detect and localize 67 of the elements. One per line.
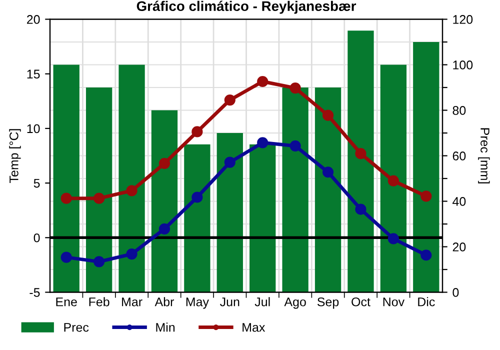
point (94, 192, 105, 204)
bar (184, 144, 210, 292)
y2-axis-title: Prec [mm] (478, 128, 490, 184)
y-tick-label: -5 (30, 288, 40, 297)
bar (86, 88, 112, 292)
y-tick-label: 10 (27, 124, 40, 134)
point (420, 190, 432, 202)
x-tick-label: Jun (220, 298, 240, 306)
y2-tick-label: 80 (452, 106, 466, 115)
x-tick-label: Sep (317, 297, 339, 309)
x-tick-label: Nov (383, 298, 405, 306)
x-tick-label: Oct (352, 297, 370, 306)
y-tick-label: 20 (27, 15, 40, 24)
point (94, 256, 105, 268)
point (388, 233, 399, 244)
point (60, 192, 72, 204)
y2-tick-label: 60 (452, 152, 466, 160)
point (192, 126, 203, 138)
bar (53, 64, 80, 292)
bar (282, 88, 308, 292)
bar (118, 64, 145, 292)
point (420, 250, 432, 261)
x-tick-label: Dic (418, 297, 435, 306)
point (290, 82, 301, 94)
y2-tick-label: 100 (453, 60, 473, 70)
bar (380, 64, 407, 292)
x-tick-label: Mar (122, 298, 142, 306)
y2-tick-label: 40 (452, 197, 466, 206)
point (60, 252, 72, 263)
bar (348, 30, 374, 292)
point (158, 223, 170, 234)
point (224, 94, 236, 106)
point (322, 166, 334, 178)
point (322, 110, 334, 121)
point (257, 76, 268, 88)
bar (151, 110, 178, 292)
bar (413, 42, 440, 292)
point (224, 156, 236, 168)
point (257, 137, 268, 148)
point (355, 148, 366, 160)
y-tick-label: 15 (27, 70, 40, 78)
y2-tick-label: 20 (452, 242, 466, 252)
bar (216, 133, 243, 292)
y-tick-label: 5 (34, 178, 40, 188)
chart-title: Gráfico climático - Reykjanesbær (136, 0, 356, 14)
y-axis-title: Temp [°C] (9, 129, 21, 183)
point (290, 140, 301, 152)
bar (314, 88, 342, 292)
x-tick-label: Ago (284, 298, 306, 309)
point (126, 185, 138, 196)
point (388, 175, 399, 186)
legend-label: Min (156, 322, 175, 332)
legend-label: Prec (64, 323, 89, 332)
x-tick-label: Ene (56, 298, 77, 306)
y2-tick-label: 120 (453, 15, 473, 24)
bar (250, 144, 276, 292)
y2-tick-label: 0 (452, 288, 459, 297)
point (126, 248, 138, 260)
x-tick-label: Feb (89, 297, 110, 306)
x-tick-label: Abr (154, 297, 174, 306)
point (355, 204, 366, 215)
x-tick-label: Jul (254, 297, 270, 306)
point (158, 158, 170, 169)
point (192, 192, 203, 203)
legend-label: Max (242, 323, 266, 332)
y-tick-label: 0 (34, 233, 40, 242)
x-tick-label: May (186, 298, 209, 309)
